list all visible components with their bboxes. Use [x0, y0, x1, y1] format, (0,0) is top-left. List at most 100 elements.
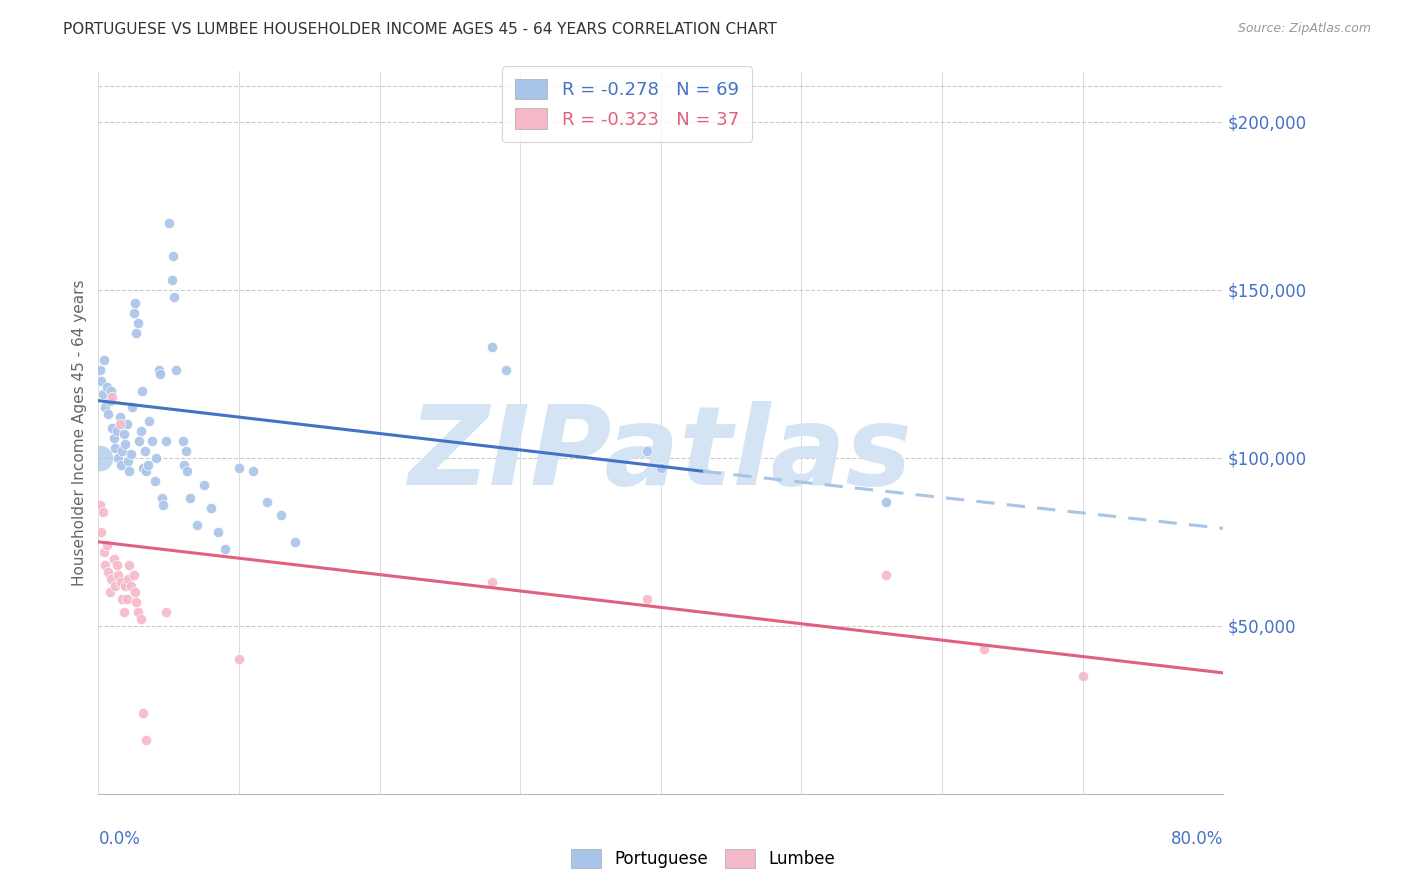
- Point: [636, 591, 658, 606]
- Point: [114, 578, 136, 592]
- Point: [121, 401, 143, 415]
- Point: [97, 565, 120, 579]
- Point: [200, 501, 222, 516]
- Point: [242, 464, 264, 478]
- Point: [100, 384, 122, 398]
- Point: [89, 450, 111, 465]
- Point: [127, 317, 149, 331]
- Point: [157, 216, 180, 230]
- Point: [875, 568, 897, 582]
- Point: [120, 447, 142, 461]
- Point: [107, 568, 129, 582]
- Point: [481, 340, 503, 354]
- Point: [128, 434, 150, 448]
- Point: [124, 296, 146, 310]
- Point: [173, 458, 195, 472]
- Point: [114, 437, 136, 451]
- Point: [172, 434, 194, 448]
- Point: [162, 249, 184, 263]
- Point: [150, 491, 173, 505]
- Text: Source: ZipAtlas.com: Source: ZipAtlas.com: [1237, 22, 1371, 36]
- Point: [1071, 669, 1094, 683]
- Point: [94, 401, 117, 415]
- Legend: R = -0.278   N = 69, R = -0.323   N = 37: R = -0.278 N = 69, R = -0.323 N = 37: [502, 66, 752, 142]
- Point: [495, 363, 517, 377]
- Point: [112, 427, 135, 442]
- Point: [107, 450, 129, 465]
- Text: 80.0%: 80.0%: [1171, 830, 1223, 848]
- Point: [120, 578, 142, 592]
- Point: [135, 733, 157, 747]
- Point: [186, 518, 208, 533]
- Point: [650, 461, 672, 475]
- Point: [155, 434, 177, 448]
- Point: [207, 524, 229, 539]
- Y-axis label: Householder Income Ages 45 - 64 years: Householder Income Ages 45 - 64 years: [72, 279, 87, 586]
- Point: [165, 363, 187, 377]
- Point: [111, 591, 134, 606]
- Point: [228, 652, 250, 666]
- Point: [155, 606, 177, 620]
- Point: [636, 444, 658, 458]
- Point: [101, 390, 124, 404]
- Point: [104, 578, 127, 592]
- Point: [160, 273, 183, 287]
- Point: [270, 508, 292, 522]
- Point: [135, 464, 157, 478]
- Point: [141, 434, 163, 448]
- Point: [115, 417, 138, 432]
- Point: [100, 572, 122, 586]
- Point: [103, 431, 125, 445]
- Point: [90, 524, 112, 539]
- Point: [481, 575, 503, 590]
- Point: [93, 545, 115, 559]
- Point: [145, 450, 167, 465]
- Point: [122, 306, 145, 320]
- Point: [93, 353, 115, 368]
- Point: [174, 444, 197, 458]
- Point: [101, 420, 124, 434]
- Point: [136, 458, 159, 472]
- Point: [179, 491, 201, 505]
- Point: [163, 289, 186, 303]
- Point: [122, 568, 145, 582]
- Point: [108, 417, 131, 432]
- Point: [118, 558, 141, 573]
- Point: [129, 612, 152, 626]
- Point: [228, 461, 250, 475]
- Point: [143, 475, 166, 489]
- Point: [149, 367, 172, 381]
- Point: [97, 407, 120, 421]
- Point: [131, 384, 153, 398]
- Point: [148, 363, 170, 377]
- Point: [117, 454, 139, 468]
- Point: [193, 477, 215, 491]
- Point: [129, 424, 152, 438]
- Point: [89, 363, 111, 377]
- Point: [132, 706, 155, 721]
- Point: [98, 585, 121, 599]
- Point: [125, 595, 148, 609]
- Point: [105, 424, 128, 438]
- Point: [973, 642, 995, 657]
- Point: [112, 606, 135, 620]
- Point: [176, 464, 198, 478]
- Point: [127, 606, 149, 620]
- Point: [134, 444, 156, 458]
- Legend: Portuguese, Lumbee: Portuguese, Lumbee: [564, 842, 842, 875]
- Point: [132, 461, 155, 475]
- Point: [91, 387, 114, 401]
- Point: [284, 534, 307, 549]
- Point: [118, 464, 141, 478]
- Text: ZIPatlas: ZIPatlas: [409, 401, 912, 508]
- Point: [110, 575, 132, 590]
- Point: [91, 505, 114, 519]
- Point: [117, 572, 139, 586]
- Text: PORTUGUESE VS LUMBEE HOUSEHOLDER INCOME AGES 45 - 64 YEARS CORRELATION CHART: PORTUGUESE VS LUMBEE HOUSEHOLDER INCOME …: [63, 22, 778, 37]
- Point: [111, 444, 134, 458]
- Point: [105, 558, 128, 573]
- Point: [98, 393, 121, 408]
- Point: [124, 585, 146, 599]
- Point: [103, 551, 125, 566]
- Text: 0.0%: 0.0%: [98, 830, 141, 848]
